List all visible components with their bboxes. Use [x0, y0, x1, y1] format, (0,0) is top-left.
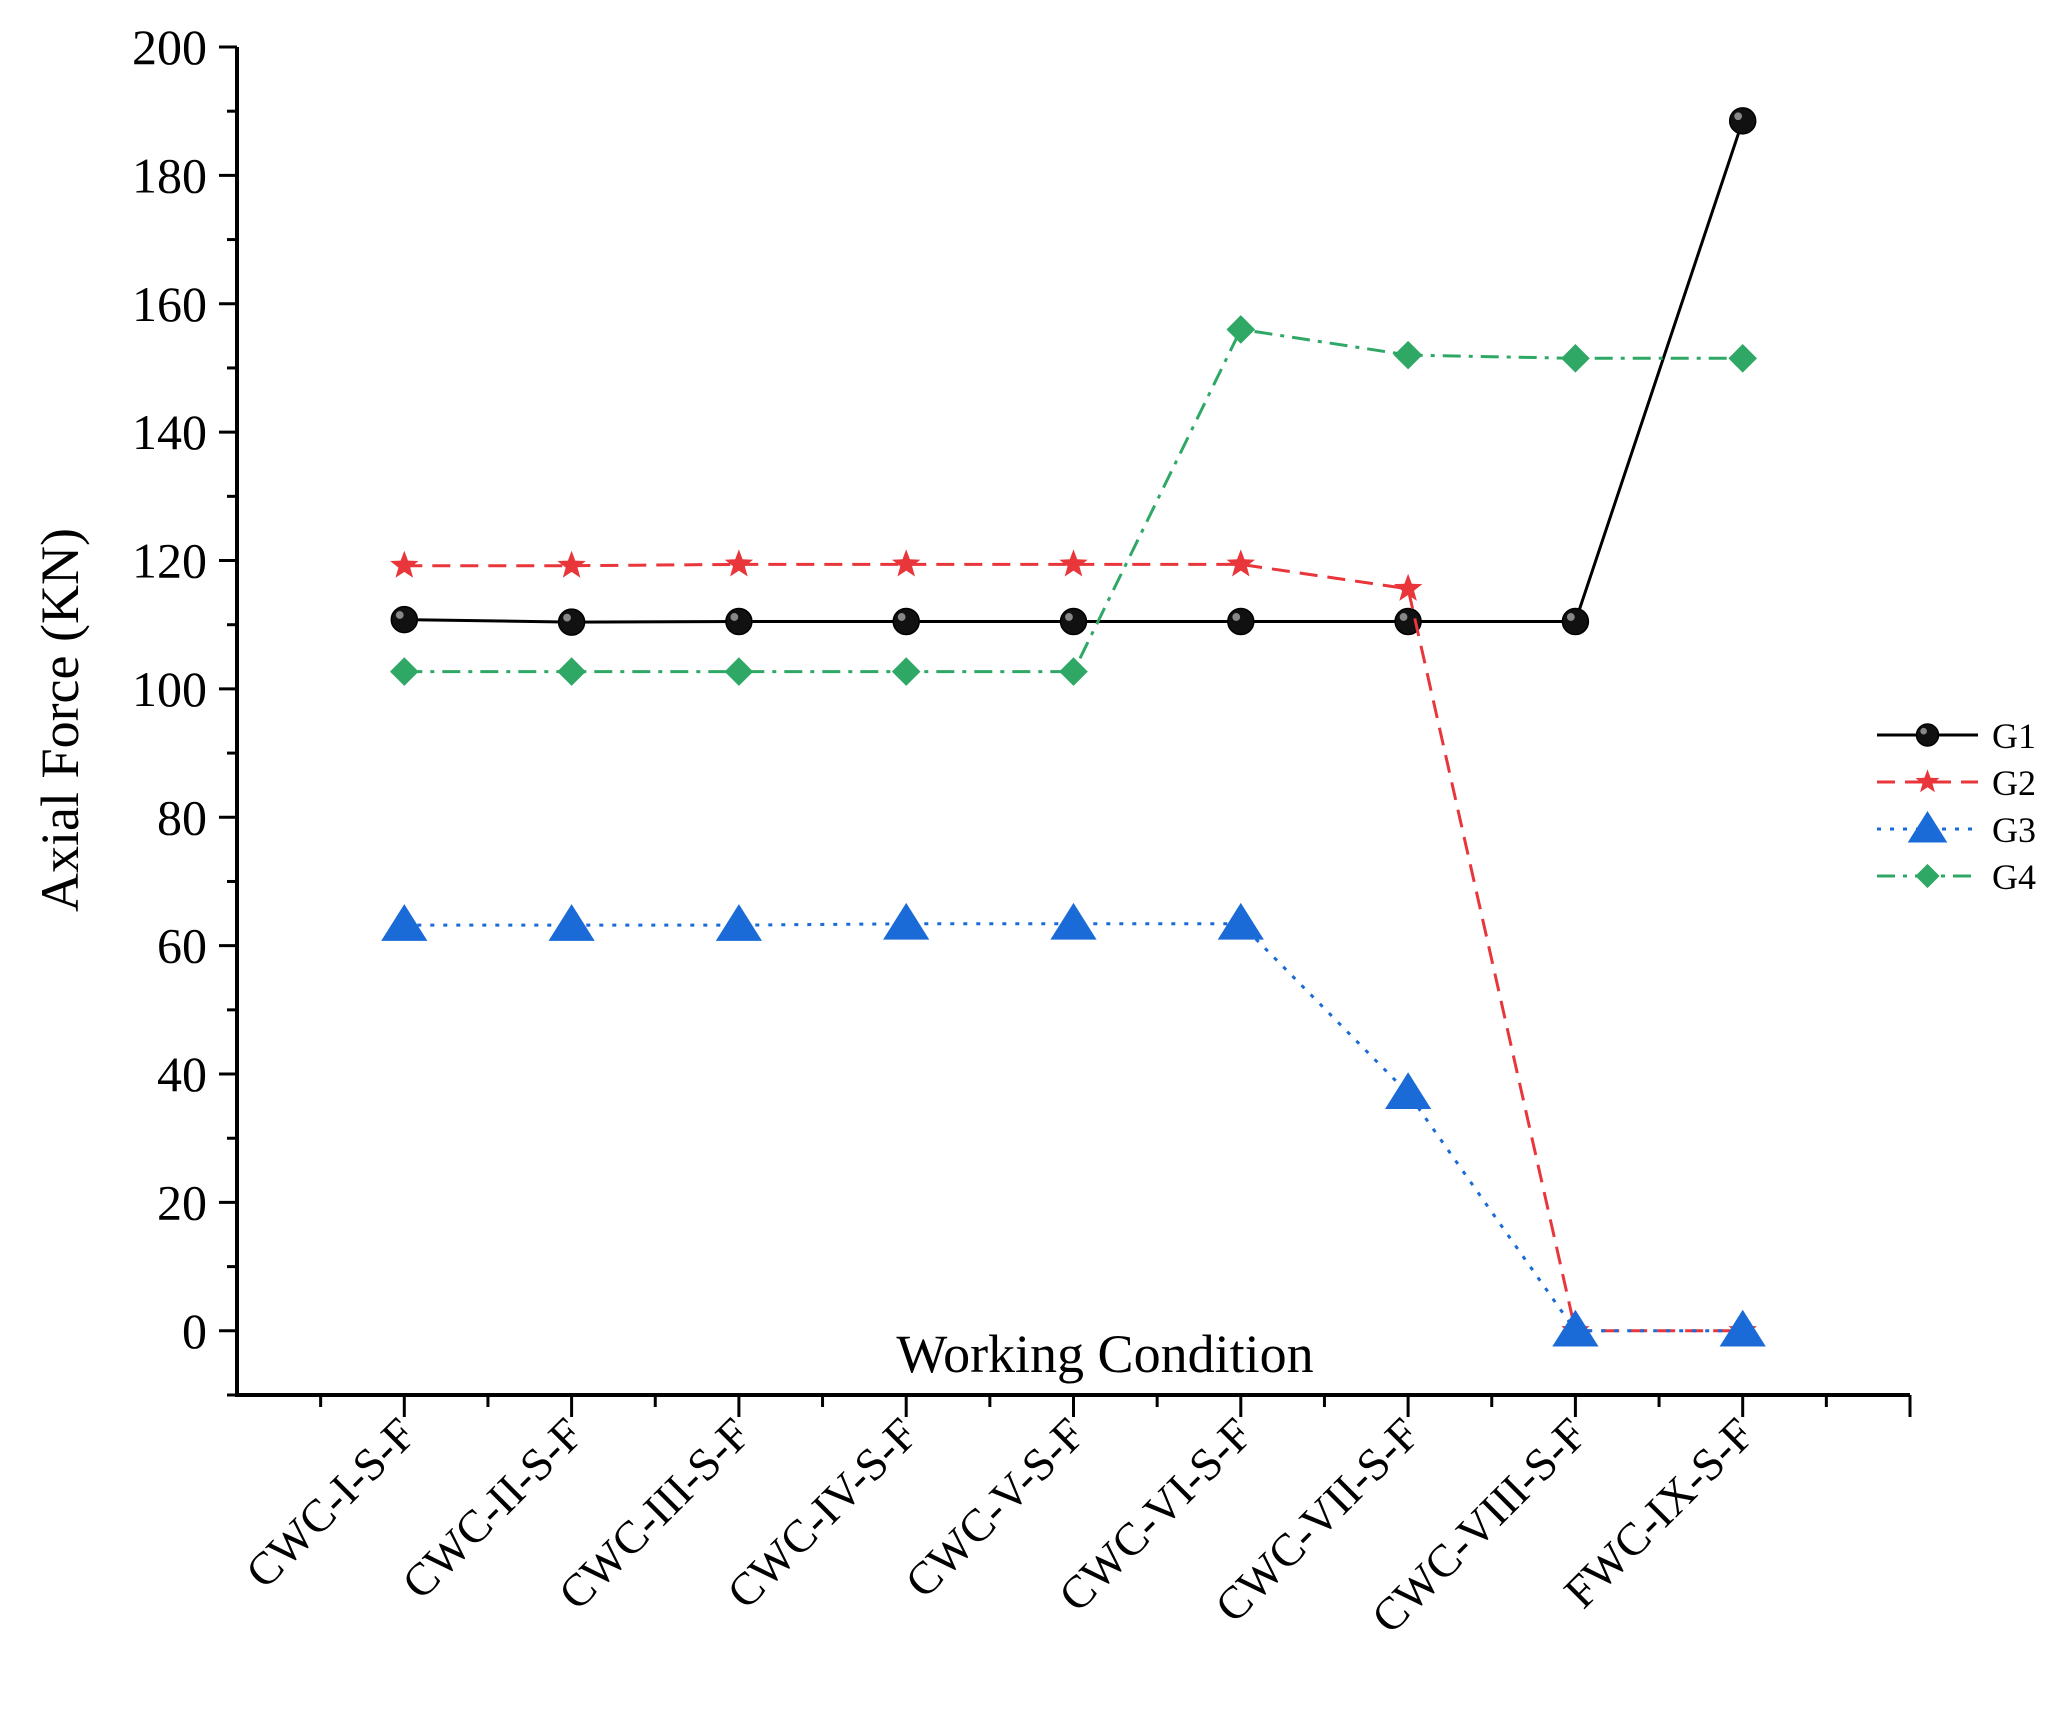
- y-tick-label: 200: [132, 19, 207, 75]
- data-point-g4: [1393, 340, 1423, 370]
- data-point-g1: [390, 605, 419, 634]
- series-line-g2: [404, 562, 1743, 1333]
- legend-label: G1: [1992, 716, 2036, 756]
- legend-label: G3: [1992, 810, 2036, 850]
- legend: G1 G2 G3 G4: [1877, 716, 2036, 897]
- series-g3: [381, 902, 1766, 1347]
- legend-marker: [1915, 769, 1940, 793]
- data-point-g3: [715, 904, 762, 941]
- data-point-g3: [381, 904, 428, 941]
- legend-item-g3: G3: [1877, 810, 2036, 850]
- y-tick-label: 80: [157, 789, 207, 845]
- data-point-g3: [883, 902, 930, 940]
- series-g4: [390, 315, 1757, 686]
- data-point-g4: [724, 657, 754, 686]
- y-tick-label: 60: [157, 918, 207, 974]
- data-point-g2: [557, 550, 586, 578]
- data-point-g4: [1059, 657, 1088, 686]
- y-tick-label: 0: [182, 1303, 207, 1359]
- data-point-g2: [892, 549, 921, 577]
- data-point-g2: [1226, 549, 1255, 577]
- series-line-g1: [404, 120, 1745, 624]
- data-point-g4: [1226, 315, 1256, 344]
- axes: 020406080100120140160180200CWC-I-S-FCWC-…: [132, 19, 1912, 1643]
- data-point-g2: [724, 549, 754, 577]
- legend-marker: [1907, 811, 1948, 843]
- data-point-g1: [725, 607, 753, 636]
- x-axis-title: Working Condition: [896, 1324, 1313, 1384]
- legend-marker: [1915, 863, 1940, 889]
- data-point-g3: [1050, 902, 1097, 940]
- data-point-g3: [1385, 1072, 1432, 1110]
- y-tick-label: 120: [132, 533, 207, 589]
- y-tick-label: 180: [132, 147, 207, 203]
- series-g1: [390, 107, 1757, 636]
- data-point-g1: [1728, 107, 1757, 135]
- y-tick-label: 100: [132, 661, 207, 717]
- data-point-g1: [557, 608, 586, 636]
- legend-label: G4: [1992, 857, 2036, 897]
- data-point-g1: [1561, 607, 1590, 636]
- data-point-g1: [1227, 607, 1255, 636]
- data-point-g4: [390, 657, 419, 686]
- data-point-g1: [1394, 607, 1422, 636]
- series-line-g4: [404, 327, 1743, 674]
- data-point-g4: [557, 657, 586, 686]
- y-tick-label: 20: [157, 1174, 207, 1230]
- data-point-g2: [1059, 549, 1088, 577]
- series-layer: [381, 107, 1766, 1347]
- y-tick-label: 140: [132, 404, 207, 460]
- data-point-g3: [1719, 1309, 1766, 1347]
- legend-marker: [1915, 723, 1940, 747]
- y-tick-label: 160: [132, 276, 207, 332]
- legend-label: G2: [1992, 763, 2036, 803]
- data-point-g4: [1728, 344, 1757, 373]
- data-point-g4: [1561, 344, 1590, 373]
- data-point-g2: [1393, 573, 1423, 601]
- data-point-g2: [390, 550, 419, 578]
- data-point-g3: [1552, 1309, 1599, 1347]
- legend-item-g1: G1: [1877, 716, 2036, 756]
- legend-item-g2: G2: [1877, 763, 2036, 803]
- data-point-g4: [891, 657, 921, 686]
- series-line-g3: [404, 922, 1743, 1333]
- data-point-g3: [1217, 902, 1264, 940]
- legend-item-g4: G4: [1877, 857, 2036, 897]
- data-point-g1: [1059, 607, 1088, 636]
- data-point-g3: [548, 904, 595, 941]
- y-tick-label: 40: [157, 1046, 207, 1102]
- y-axis-title: Axial Force (KN): [30, 528, 90, 912]
- data-point-g1: [892, 607, 920, 636]
